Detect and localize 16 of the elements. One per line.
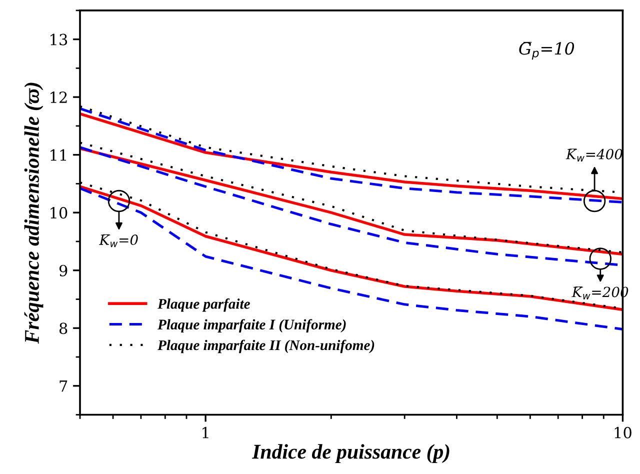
annotation: G̅$_{p}$=10 [519,42,574,60]
y-tick-label: 10 [50,207,68,219]
y-tick-label: 11 [50,149,66,161]
legend-label: Plaque parfaite [158,298,250,312]
y-tick-label: 7 [60,380,68,392]
annotation: K̅$_{w}$=400 [566,148,622,162]
x-axis-title: Indice de puissance (p) [252,444,450,464]
legend-label: Plaque imparfaite I (Uniforme) [158,319,346,332]
y-tick-label: 12 [50,92,67,103]
y-axis-title: Fréquence adimensionelle (ϖ) [24,82,44,344]
annotation: K̅$_{w}$=0 [99,234,138,248]
y-tick-label: 9 [59,264,68,276]
y-tick-label: 8 [59,322,68,334]
y-tick-label: 13 [50,34,68,46]
x-tick-label: 1 [202,426,208,438]
legend-label: Plaque imparfaite II (Non-unifome) [158,340,374,354]
